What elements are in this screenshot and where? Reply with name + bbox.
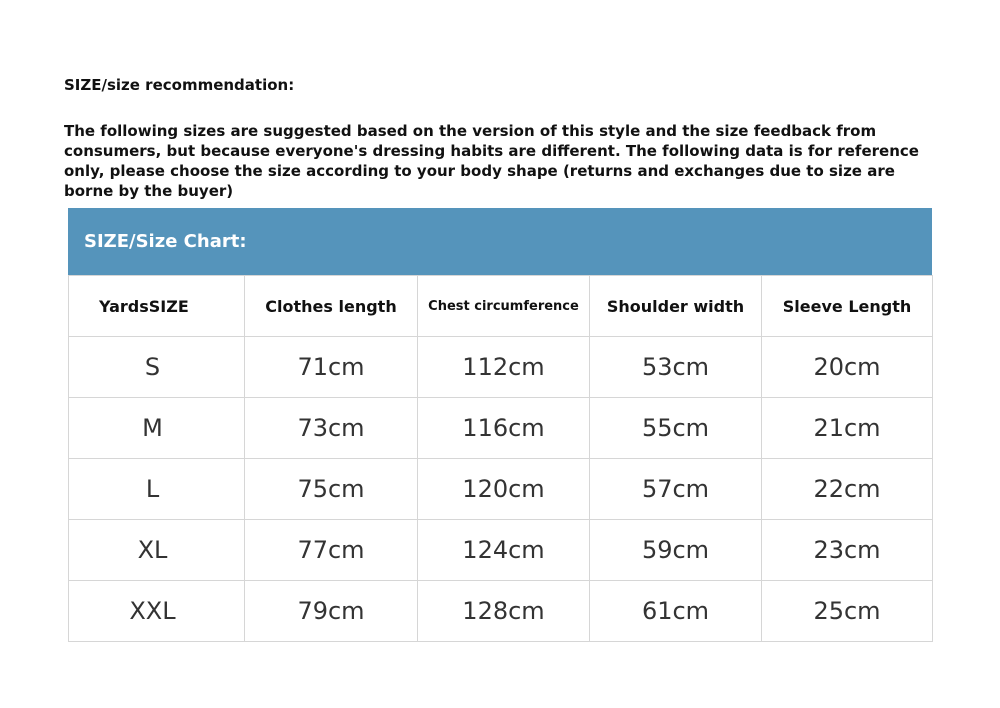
table-row: M 73cm 116cm 55cm 21cm [68, 397, 933, 459]
measurement-cell: 79cm [244, 580, 418, 642]
table-header-row: YardsSIZE Clothes length Chest circumfer… [68, 275, 933, 337]
column-header: Clothes length [244, 275, 418, 337]
table-row: L 75cm 120cm 57cm 22cm [68, 458, 933, 520]
table-row: XXL 79cm 128cm 61cm 25cm [68, 580, 933, 642]
measurement-cell: 59cm [589, 519, 762, 581]
measurement-cell: 120cm [417, 458, 590, 520]
measurement-cell: 73cm [244, 397, 418, 459]
size-chart: SIZE/Size Chart: YardsSIZE Clothes lengt… [68, 208, 933, 642]
measurement-cell: 22cm [761, 458, 933, 520]
table-row: XL 77cm 124cm 59cm 23cm [68, 519, 933, 581]
measurement-cell: 23cm [761, 519, 933, 581]
measurement-cell: 20cm [761, 336, 933, 398]
measurement-cell: 71cm [244, 336, 418, 398]
measurement-cell: 75cm [244, 458, 418, 520]
measurement-cell: 124cm [417, 519, 590, 581]
table-row: S 71cm 112cm 53cm 20cm [68, 336, 933, 398]
column-header: YardsSIZE [68, 275, 245, 337]
column-header: Sleeve Length [761, 275, 933, 337]
measurement-cell: 57cm [589, 458, 762, 520]
intro-body: The following sizes are suggested based … [64, 122, 919, 200]
measurement-cell: 55cm [589, 397, 762, 459]
size-chart-title: SIZE/Size Chart: [68, 208, 932, 275]
measurement-cell: 77cm [244, 519, 418, 581]
measurement-cell: 112cm [417, 336, 590, 398]
measurement-cell: 53cm [589, 336, 762, 398]
size-label: M [68, 397, 245, 459]
size-label: L [68, 458, 245, 520]
size-label: S [68, 336, 245, 398]
measurement-cell: 116cm [417, 397, 590, 459]
size-label: XL [68, 519, 245, 581]
measurement-cell: 21cm [761, 397, 933, 459]
column-header: Chest circumference [417, 275, 590, 337]
intro-title: SIZE/size recommendation: [64, 76, 295, 94]
size-label: XXL [68, 580, 245, 642]
column-header: Shoulder width [589, 275, 762, 337]
measurement-cell: 61cm [589, 580, 762, 642]
size-table: YardsSIZE Clothes length Chest circumfer… [68, 275, 933, 642]
measurement-cell: 25cm [761, 580, 933, 642]
measurement-cell: 128cm [417, 580, 590, 642]
